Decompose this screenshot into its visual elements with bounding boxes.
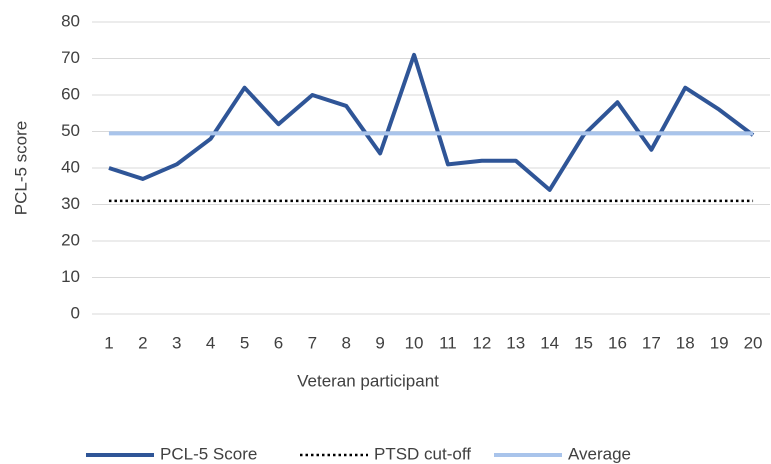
x-tick-label: 18	[676, 333, 695, 352]
x-tick-label: 16	[608, 333, 627, 352]
y-tick-label: 0	[71, 303, 80, 322]
x-tick-label: 4	[206, 333, 215, 352]
y-axis-label: PCL-5 score	[11, 121, 30, 215]
x-tick-label: 15	[574, 333, 593, 352]
x-tick-label: 13	[506, 333, 525, 352]
y-tick-label: 80	[61, 11, 80, 30]
x-tick-label: 14	[540, 333, 559, 352]
y-tick-label: 50	[61, 121, 80, 140]
y-tick-label: 20	[61, 230, 80, 249]
x-tick-label: 1	[104, 333, 113, 352]
legend-label: Average	[568, 444, 631, 463]
y-tick-label: 60	[61, 84, 80, 103]
legend-label: PTSD cut-off	[374, 444, 471, 463]
series-line	[108, 52, 755, 192]
x-tick-label: 6	[274, 333, 283, 352]
x-tick-label: 20	[744, 333, 763, 352]
x-tick-label: 5	[240, 333, 249, 352]
x-tick-label: 10	[405, 333, 424, 352]
x-tick-label: 2	[138, 333, 147, 352]
x-tick-label: 9	[375, 333, 384, 352]
legend-label: PCL-5 Score	[160, 444, 257, 463]
x-tick-label: 12	[472, 333, 491, 352]
x-tick-label: 3	[172, 333, 181, 352]
y-tick-label: 70	[61, 48, 80, 67]
x-tick-label: 7	[308, 333, 317, 352]
x-tick-label: 11	[439, 333, 457, 352]
y-tick-label: 30	[61, 194, 80, 213]
y-tick-label: 10	[61, 267, 80, 286]
y-tick-label: 40	[61, 157, 80, 176]
x-tick-label: 19	[710, 333, 729, 352]
x-tick-label: 8	[342, 333, 351, 352]
x-axis-label: Veteran participant	[297, 371, 439, 390]
x-tick-label: 17	[642, 333, 661, 352]
